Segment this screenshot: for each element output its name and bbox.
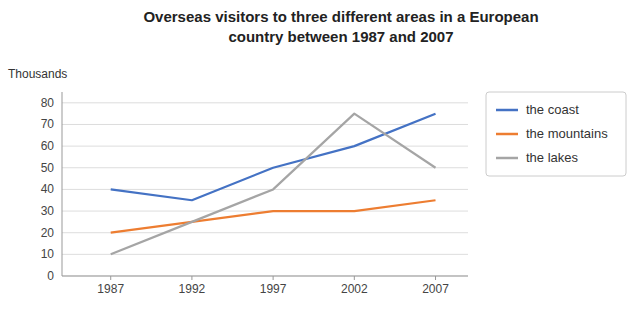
grid-line [62, 232, 468, 233]
y-tick-label: 20 [41, 226, 55, 240]
grid-line [62, 102, 468, 103]
x-tick-label: 1987 [97, 282, 124, 296]
x-tick [191, 276, 192, 280]
grid-line [62, 254, 468, 255]
series-line [111, 114, 436, 255]
legend-frame [486, 92, 626, 176]
series-line [111, 200, 436, 232]
grid-line [62, 146, 468, 147]
y-tick-label: 10 [41, 247, 55, 261]
y-tick-label: 60 [41, 139, 55, 153]
y-tick-label: 0 [47, 269, 54, 283]
legend-swatch [496, 109, 518, 112]
x-tick-label: 1997 [260, 282, 287, 296]
legend: the coast the mountains the lakes [486, 92, 626, 176]
y-tick-label: 80 [41, 96, 55, 110]
legend-label: the coast [526, 102, 579, 117]
x-tick-label: 2002 [341, 282, 368, 296]
x-tick [110, 276, 111, 280]
legend-swatch [496, 133, 518, 136]
x-tick [435, 276, 436, 280]
chart: Overseas visitors to three different are… [0, 0, 640, 311]
x-tick-label: 2007 [422, 282, 449, 296]
x-tick-label: 1992 [179, 282, 206, 296]
y-tick-label: 70 [41, 117, 55, 131]
x-axis-line [62, 276, 468, 277]
grid-line [62, 189, 468, 190]
grid-line [62, 276, 468, 277]
plot-area [111, 114, 436, 255]
y-axis-line [62, 92, 63, 276]
y-tick-label: 30 [41, 204, 55, 218]
y-tick-label: 40 [41, 182, 55, 196]
x-tick [273, 276, 274, 280]
title: Overseas visitors to three different are… [143, 8, 538, 25]
legend-swatch [496, 157, 518, 160]
y-axis-label: Thousands [8, 67, 67, 81]
x-tick [354, 276, 355, 280]
series-line [111, 114, 436, 201]
grid-line [62, 167, 468, 168]
legend-label: the lakes [526, 150, 579, 165]
y-tick-label: 50 [41, 161, 55, 175]
title: country between 1987 and 2007 [228, 28, 453, 45]
legend-label: the mountains [526, 126, 608, 141]
